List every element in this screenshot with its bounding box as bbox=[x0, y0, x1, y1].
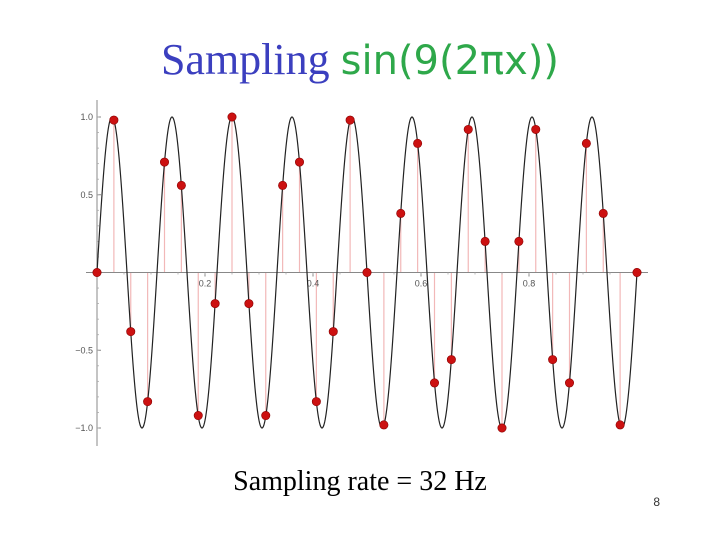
sampling-rate-caption: Sampling rate = 32 Hz bbox=[233, 466, 487, 497]
sample-point bbox=[176, 180, 186, 190]
sample-point bbox=[294, 157, 304, 167]
sample-point bbox=[261, 411, 271, 421]
sample-point bbox=[160, 157, 170, 167]
sample-point bbox=[379, 420, 389, 430]
sample-point bbox=[514, 236, 524, 246]
sample-point bbox=[463, 124, 473, 134]
y-tick-label: −0.5 bbox=[75, 345, 93, 355]
x-tick-label: 0.2 bbox=[199, 279, 212, 289]
sample-point bbox=[446, 355, 456, 365]
chart-axes: 1.0 0.5 −0.5 −1.0 0.2 0.4 0.6 0.8 bbox=[75, 100, 648, 446]
slide-title: Sampling sin(9(2πx)) bbox=[0, 30, 720, 91]
y-tick-label: 0.5 bbox=[80, 190, 93, 200]
y-tick-label: −1.0 bbox=[75, 423, 93, 433]
x-tick-label: 0.8 bbox=[523, 279, 536, 289]
sample-point bbox=[396, 208, 406, 218]
sample-point bbox=[143, 397, 153, 407]
sample-point bbox=[227, 112, 237, 122]
sample-point bbox=[429, 378, 439, 388]
y-tick-label: 1.0 bbox=[80, 112, 93, 122]
sample-point bbox=[531, 124, 541, 134]
sample-point bbox=[564, 378, 574, 388]
sample-point bbox=[615, 420, 625, 430]
sample-point bbox=[278, 180, 288, 190]
sample-point bbox=[497, 423, 507, 433]
x-tick-label: 0.6 bbox=[415, 279, 428, 289]
sample-points bbox=[92, 112, 642, 433]
sample-point bbox=[244, 299, 254, 309]
sample-point bbox=[193, 411, 203, 421]
sample-point bbox=[480, 236, 490, 246]
sample-point bbox=[548, 355, 558, 365]
sample-point bbox=[328, 327, 338, 337]
slide-number: 8 bbox=[653, 495, 660, 509]
x-tick-label: 0.4 bbox=[307, 279, 320, 289]
sample-point bbox=[632, 267, 642, 277]
sample-point bbox=[362, 267, 372, 277]
sample-point bbox=[581, 138, 591, 148]
sample-stems bbox=[113, 117, 621, 428]
sample-point bbox=[92, 267, 102, 277]
sample-point bbox=[126, 327, 136, 337]
sample-point bbox=[598, 208, 608, 218]
sample-point bbox=[311, 397, 321, 407]
sample-point bbox=[413, 138, 423, 148]
sample-point bbox=[109, 115, 119, 125]
title-function: sin(9(2πx)) bbox=[340, 38, 560, 84]
sample-point bbox=[210, 299, 220, 309]
title-word: Sampling bbox=[160, 35, 330, 84]
sample-point bbox=[345, 115, 355, 125]
